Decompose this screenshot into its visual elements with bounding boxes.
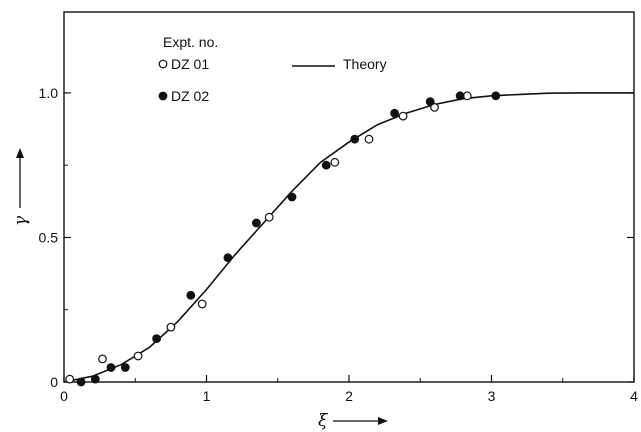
x-tick-label: 2 — [345, 388, 353, 404]
legend-header: Expt. no. — [163, 34, 218, 50]
data-point-dz02 — [106, 363, 116, 372]
data-point-dz01 — [264, 212, 274, 222]
data-point-dz02 — [390, 108, 400, 118]
data-point-dz01 — [65, 374, 75, 384]
y-tick-label: 0 — [50, 374, 58, 390]
data-point-dz02 — [223, 253, 233, 263]
data-point-dz02 — [491, 91, 501, 101]
data-point-dz02 — [90, 374, 100, 384]
data-point-dz02 — [120, 363, 130, 372]
data-point-dz02 — [455, 91, 465, 101]
x-tick-label: 0 — [60, 388, 68, 404]
legend-label-dz02: DZ 02 — [171, 88, 209, 104]
data-point-dz02 — [186, 290, 196, 300]
x-axis-arrow-head — [378, 417, 388, 425]
ticks — [63, 92, 635, 383]
x-tick-label: 1 — [203, 388, 211, 404]
y-axis-title: γ — [11, 215, 31, 226]
legend-label-dz01: DZ 01 — [171, 56, 209, 72]
data-point-dz02 — [287, 192, 297, 202]
data-point-dz01 — [364, 134, 374, 144]
data-point-dz01 — [197, 299, 207, 309]
data-point-dz01 — [133, 351, 143, 361]
x-tick-label: 3 — [488, 388, 496, 404]
data-point-dz01 — [398, 111, 408, 121]
data-points — [65, 91, 501, 387]
data-point-dz01 — [166, 322, 176, 332]
data-point-dz02 — [152, 334, 162, 344]
x-axis-title-group: ξ — [318, 411, 388, 431]
y-tick-label: 1.0 — [39, 85, 59, 101]
tick-labels: 0 1 2 3 4 0 0.5 1.0 — [39, 85, 639, 404]
legend-marker-filled — [158, 91, 168, 101]
data-point-dz02 — [251, 218, 261, 228]
data-point-dz02 — [350, 134, 360, 144]
data-point-dz01 — [330, 157, 340, 167]
theory-curve — [63, 92, 634, 383]
y-axis-arrow-head — [16, 148, 24, 158]
data-point-dz01 — [98, 354, 107, 364]
y-tick-label: 0.5 — [39, 229, 59, 245]
y-axis-title-group: γ — [11, 148, 31, 226]
legend-label-theory: Theory — [343, 56, 387, 72]
data-point-dz02 — [425, 97, 435, 106]
data-point-dz01 — [430, 102, 439, 112]
data-point-dz02 — [76, 377, 86, 387]
legend: Expt. no. DZ 01 DZ 02 Theory — [158, 34, 387, 104]
data-point-dz01 — [462, 91, 472, 101]
x-tick-label: 4 — [630, 388, 638, 404]
x-axis-title: ξ — [318, 411, 329, 431]
legend-marker-open — [158, 59, 168, 69]
data-point-dz02 — [321, 160, 331, 170]
